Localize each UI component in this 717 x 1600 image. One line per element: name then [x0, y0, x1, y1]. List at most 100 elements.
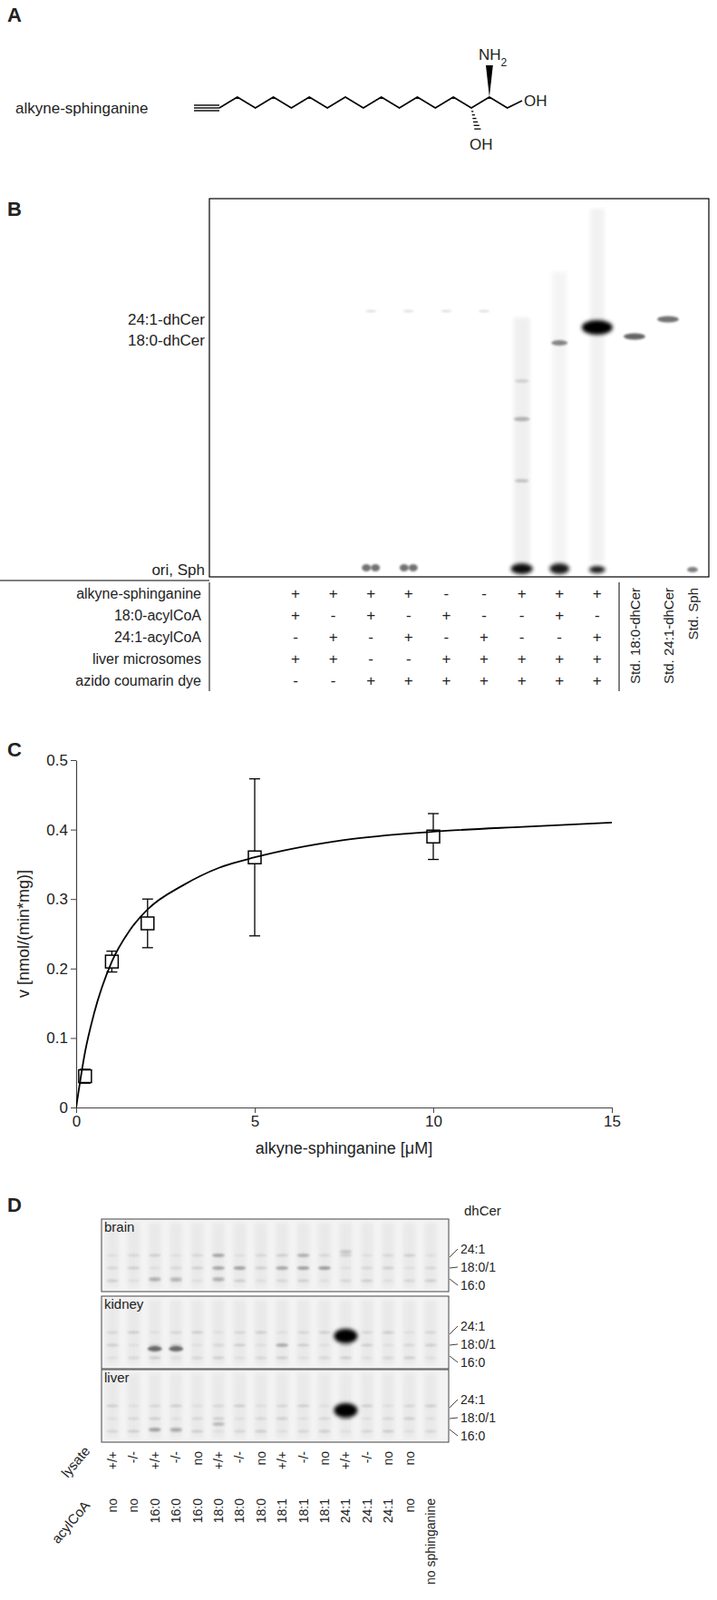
band-spot	[232, 1416, 246, 1420]
condition-sign: -	[330, 671, 337, 689]
band-spot	[254, 1429, 268, 1433]
tissue-label: liver	[104, 1368, 130, 1385]
condition-sign: +	[404, 628, 414, 646]
condition-sign: -	[368, 649, 374, 668]
band-spot	[403, 1253, 417, 1257]
blot-strip: kidney24:118:0/116:0	[101, 1295, 496, 1369]
band-spot	[360, 1278, 374, 1282]
band-label: 16:0	[460, 1277, 485, 1292]
y-tick-label: 0	[59, 1098, 68, 1116]
lane-label: no	[190, 1450, 205, 1465]
band-spot	[106, 1266, 119, 1270]
band-spot	[169, 1404, 183, 1407]
triple-bond	[193, 109, 220, 111]
lane-streak	[424, 1372, 437, 1438]
band-spot	[339, 1249, 352, 1253]
band-spot	[168, 1345, 184, 1351]
lane-streak	[403, 1221, 417, 1288]
lane-streak	[424, 1221, 437, 1288]
y-tick: 0.2	[46, 959, 77, 978]
error-bar-cap	[106, 949, 117, 951]
band-spot	[191, 1330, 204, 1334]
lane-streak	[381, 1298, 395, 1365]
lane-streak	[148, 1372, 162, 1438]
band-spot	[339, 1266, 352, 1270]
x-tick: 15	[603, 1106, 621, 1130]
condition-sign: -	[330, 606, 337, 624]
y-tick-label: 0.1	[46, 1028, 68, 1047]
error-bar-cap	[427, 858, 439, 860]
band-spot	[212, 1356, 225, 1359]
band-spot	[126, 1343, 140, 1347]
band-spot	[297, 1343, 311, 1347]
band-spot	[381, 1416, 395, 1420]
condition-sign: -	[519, 628, 525, 646]
band-spot	[297, 1356, 311, 1359]
band-spot	[148, 1426, 162, 1431]
band-spot	[361, 563, 371, 572]
band-label: 18:0-dhCer	[127, 331, 205, 349]
lane-streak	[254, 1372, 268, 1438]
lane-streak	[360, 1372, 374, 1438]
hash-bond	[472, 117, 476, 119]
band-spot	[126, 1429, 140, 1433]
condition-sign: +	[592, 584, 602, 602]
band-spot	[297, 1429, 311, 1433]
hydroxyl-label: OH	[523, 92, 548, 110]
lane-streak	[232, 1298, 246, 1365]
band-spot	[169, 1330, 183, 1334]
band-spot	[232, 1429, 246, 1433]
x-axis-line	[77, 1106, 613, 1108]
band-spot	[513, 416, 531, 422]
smear	[552, 271, 567, 562]
band-spot	[360, 1356, 374, 1359]
lane-label: 18:0	[232, 1497, 247, 1522]
band-spot	[148, 1330, 162, 1334]
condition-sign: +	[441, 649, 451, 668]
band-spot	[403, 310, 415, 313]
band-spot	[514, 378, 530, 383]
band-spot	[424, 1356, 437, 1359]
band-spot	[318, 1429, 331, 1433]
lane-streak	[403, 1298, 417, 1365]
band-spot	[148, 1404, 162, 1407]
table-rule	[619, 581, 621, 691]
lane-streak	[339, 1221, 352, 1288]
band-spot	[297, 1252, 311, 1257]
tissue-label: kidney	[104, 1295, 145, 1311]
lane-label: 16:0	[168, 1497, 184, 1522]
condition-sign: +	[517, 649, 527, 668]
y-tick-mark	[70, 829, 77, 831]
lane-label: -/-	[359, 1450, 375, 1464]
band-spot	[360, 1330, 374, 1334]
standard-label: Std. Sph	[685, 587, 701, 640]
condition-sign: +	[366, 584, 376, 602]
lane-streak	[318, 1221, 331, 1288]
band-spot	[511, 562, 533, 574]
lane-label: -/-	[168, 1450, 184, 1464]
lane-label: 18:1	[296, 1497, 311, 1522]
band-spot	[424, 1416, 437, 1420]
band-spot	[381, 1429, 395, 1433]
band-spot	[254, 1416, 268, 1420]
carbon-chain	[219, 96, 523, 108]
band-spot	[589, 565, 606, 573]
condition-sign: +	[592, 628, 602, 646]
lane-label: no	[253, 1450, 269, 1465]
band-spot	[275, 1266, 289, 1270]
x-tick-label: 10	[425, 1112, 443, 1130]
lane-label: no	[317, 1450, 332, 1465]
band-spot	[403, 1278, 417, 1282]
lane-streak	[381, 1221, 395, 1288]
y-axis-title: v [nmol/(min*mg)]	[14, 869, 33, 998]
condition-sign: +	[554, 649, 564, 668]
lane-label: -/-	[125, 1450, 141, 1464]
band-spot	[318, 1330, 331, 1334]
condition-sign: +	[290, 649, 301, 668]
band-spot	[275, 1416, 289, 1420]
band-spot	[148, 1266, 162, 1270]
band-spot	[254, 1404, 268, 1407]
band-spot	[232, 1253, 246, 1257]
band-spot	[254, 1343, 268, 1347]
band-spot	[297, 1265, 311, 1270]
